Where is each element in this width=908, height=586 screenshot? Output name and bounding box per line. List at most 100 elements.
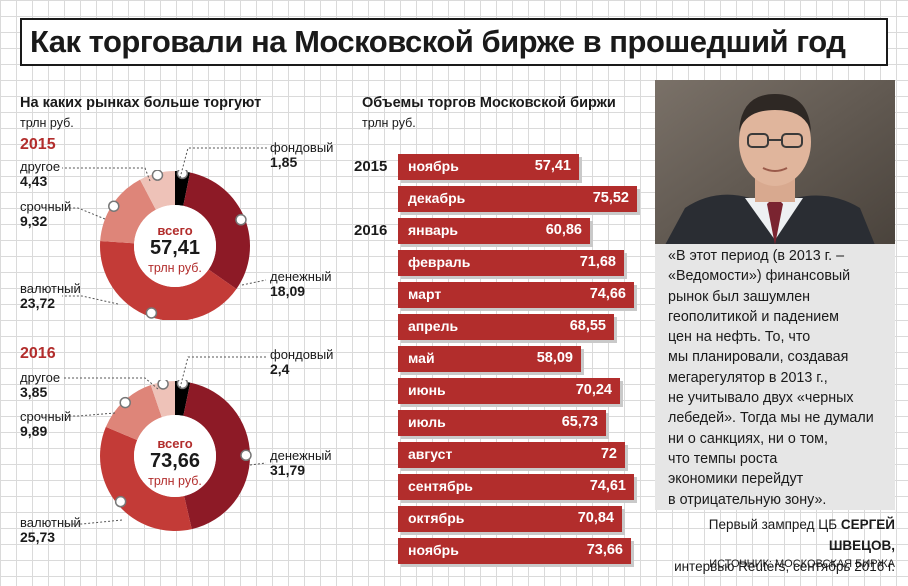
bar-month-label: ноябрь: [408, 158, 459, 174]
right-unit: трлн руб.: [362, 116, 416, 130]
donut-2015-marker-drugoe: [151, 170, 164, 181]
quote-line: рынок был зашумлен: [668, 288, 811, 305]
donut-2015-slice-fondovy: [175, 171, 191, 206]
quote-line: «Ведомости») финансовый: [668, 268, 851, 285]
bar-value-label: 70,24: [575, 382, 612, 398]
donut-chart-2015: [100, 170, 251, 320]
bar-value-label: 65,73: [561, 414, 598, 430]
bar-month-label: апрель: [408, 318, 459, 334]
donut-2015-slice-srochny: [100, 179, 156, 244]
donut-2015-hole: [134, 205, 216, 287]
quote-line: экономики перейдут: [668, 471, 804, 488]
bar-2: январь 60,86: [398, 218, 590, 244]
bar-month-label: сентябрь: [408, 478, 473, 494]
bar-month-label: январь: [408, 222, 458, 238]
label-2016-srochny: срочный 9,89: [20, 409, 71, 439]
left-section-heading: На каких рынках больше торгуют: [20, 95, 262, 111]
label-2016-valyutny-value: 25,73: [20, 529, 56, 545]
bar-month-label: ноябрь: [408, 542, 459, 558]
label-2015-srochny: срочный 9,32: [20, 199, 71, 229]
quote-line: цен на нефть. То, что: [668, 329, 811, 346]
quote-line: в отрицательную зону».: [668, 491, 827, 508]
bar-year-2016: 2016: [354, 222, 388, 239]
label-2015-fondovy: фондовый 1,85: [270, 140, 333, 170]
bar-value-label: 70,84: [577, 510, 614, 526]
label-2016-valyutny-name: валютный: [20, 515, 81, 530]
label-2016-drugoe: другое 3,85: [20, 370, 60, 400]
donut-2015-slice-valyutny: [100, 241, 237, 320]
portrait-photo: [655, 80, 895, 245]
label-2015-drugoe-value: 4,43: [20, 173, 48, 189]
bar-value-label: 75,52: [592, 190, 629, 206]
label-2015-drugoe-name: другое: [20, 159, 61, 174]
bar-0: ноябрь 57,41: [398, 154, 579, 180]
donut-2016-center-unit: трлн руб.: [148, 474, 202, 488]
bar-9: август 72: [398, 442, 625, 468]
donut-2016-slice-denezhny: [183, 382, 251, 530]
donut-2016-hole: [134, 415, 216, 497]
donut-2016-marker-srochny: [119, 396, 131, 409]
year-label-2016: 2016: [20, 345, 56, 362]
quote-line: ни о санкциях, ни о том,: [668, 430, 828, 447]
bar-1: декабрь 75,52: [398, 186, 637, 212]
label-2015-fondovy-value: 1,85: [270, 154, 298, 170]
donut-2015-slice-denezhny: [183, 172, 251, 290]
bar-value-label: 71,68: [579, 254, 616, 270]
bar-value-label: 74,61: [589, 478, 626, 494]
quote-attribution: Первый зампред ЦБ СЕРГЕЙ ШВЕЦОВ, интервь…: [640, 514, 895, 577]
year-label-2015: 2015: [20, 136, 56, 153]
bar-value-label: 74,66: [589, 286, 626, 302]
label-2016-drugoe-name: другое: [20, 370, 61, 385]
attribution-line2: интервью Reuters, сентябрь 2016 г.: [674, 559, 895, 574]
bar-12: ноябрь 73,66: [398, 538, 631, 564]
label-2016-valyutny: валютный 25,73: [20, 515, 81, 545]
bar-7: июнь 70,24: [398, 378, 620, 404]
bar-month-label: август: [408, 446, 453, 462]
donut-2015-marker-valyutny: [145, 307, 158, 319]
label-2016-denezhny-name: денежный: [270, 448, 332, 463]
bar-value-label: 58,09: [536, 350, 573, 366]
source-note: ИСТОЧНИК: МОСКОВСКАЯ БИРЖА: [709, 558, 895, 570]
bar-month-label: июнь: [408, 382, 446, 398]
label-2015-valyutny-name: валютный: [20, 281, 81, 296]
label-2015-drugoe: другое 4,43: [20, 159, 60, 189]
donut-2015-marker-srochny: [108, 200, 120, 212]
quote-line: геополитикой и падением: [668, 308, 839, 325]
donut-2015-total: 57,41: [149, 237, 201, 259]
donut-2015-marker-fondovy: [176, 170, 189, 180]
donut-2015-center-unit: трлн руб.: [148, 261, 202, 275]
quote-background: [655, 244, 895, 510]
label-2016-srochny-value: 9,89: [20, 423, 48, 439]
bar-month-label: март: [408, 286, 442, 302]
bar-10: сентябрь 74,61: [398, 474, 634, 500]
quote-line: что темпы роста: [668, 450, 778, 467]
bar-month-label: май: [408, 350, 435, 366]
quote-line: не учитывало двух «черных: [668, 390, 854, 407]
label-2015-valyutny: валютный 23,72: [20, 281, 81, 311]
label-2015-valyutny-value: 23,72: [20, 295, 56, 311]
bar-month-label: декабрь: [408, 190, 466, 206]
bar-value-label: 60,86: [545, 222, 582, 238]
label-2016-drugoe-value: 3,85: [20, 384, 48, 400]
bar-6: май 58,09: [398, 346, 581, 372]
quote-line: мы планировали, создавая: [668, 349, 849, 366]
donut-2016-total: 73,66: [149, 450, 201, 472]
infographic-title: Как торговали на Московской бирже в прош…: [20, 18, 888, 66]
bar-month-label: июль: [408, 414, 446, 430]
label-2016-denezhny: денежный 31,79: [270, 448, 332, 478]
label-2015-denezhny: денежный 18,09: [270, 269, 332, 299]
label-2016-srochny-name: срочный: [20, 409, 72, 424]
quote-line: мегарегулятор в 2013 г.,: [668, 369, 828, 386]
left-unit: трлн руб.: [20, 116, 74, 130]
attribution-name: СЕРГЕЙ ШВЕЦОВ,: [828, 517, 895, 553]
donut-chart-2016: [99, 380, 252, 531]
label-2016-fondovy-value: 2,4: [270, 361, 290, 377]
quote-line: лебедей». Тогда мы не думали: [668, 410, 874, 427]
label-2015-denezhny-name: денежный: [270, 269, 332, 284]
donut-2016-marker-drugoe: [157, 380, 169, 390]
donut-2016-slice-drugoe: [150, 381, 175, 418]
bar-year-2015: 2015: [354, 158, 388, 175]
donut-2015-center-top: всего: [157, 223, 193, 238]
label-2015-fondovy-name: фондовый: [270, 140, 334, 155]
quote-line: «В этот период (в 2013 г. –: [668, 248, 845, 264]
